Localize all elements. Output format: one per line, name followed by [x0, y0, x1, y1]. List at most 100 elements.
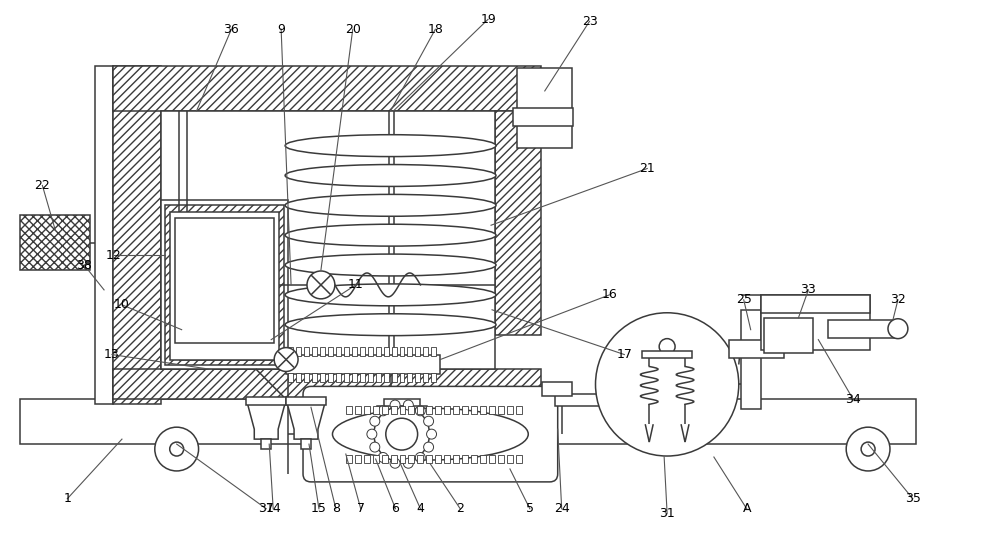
Text: 22: 22 — [35, 179, 50, 192]
Bar — [384, 346, 389, 355]
Circle shape — [155, 427, 199, 471]
Bar — [304, 373, 309, 382]
Bar — [373, 405, 379, 413]
Text: 14: 14 — [265, 502, 281, 515]
Bar — [288, 373, 293, 382]
Ellipse shape — [285, 164, 496, 186]
Circle shape — [415, 406, 425, 416]
Bar — [360, 373, 365, 382]
Bar — [364, 455, 370, 462]
Circle shape — [427, 429, 437, 439]
Text: 20: 20 — [345, 23, 361, 36]
Bar — [516, 405, 522, 413]
Bar — [391, 405, 397, 413]
Text: 38: 38 — [76, 258, 92, 272]
Bar — [408, 405, 414, 413]
Bar — [400, 346, 404, 355]
Bar — [382, 405, 388, 413]
Ellipse shape — [285, 224, 496, 246]
Circle shape — [659, 339, 675, 354]
Bar — [304, 346, 309, 355]
Text: 37: 37 — [258, 502, 274, 515]
Bar — [161, 200, 288, 369]
Bar — [431, 373, 436, 382]
Text: 33: 33 — [801, 284, 816, 296]
Text: 15: 15 — [311, 502, 327, 515]
Bar — [312, 346, 317, 355]
Bar — [453, 405, 459, 413]
Bar — [729, 339, 784, 358]
Bar — [498, 455, 504, 462]
Bar — [828, 320, 898, 338]
Bar — [764, 318, 813, 353]
Bar — [355, 405, 361, 413]
Text: 5: 5 — [526, 502, 534, 515]
Text: 32: 32 — [890, 293, 906, 306]
Text: 8: 8 — [332, 502, 340, 515]
Text: 2: 2 — [456, 502, 464, 515]
Bar — [480, 405, 486, 413]
Bar — [328, 373, 333, 382]
Bar — [513, 108, 573, 126]
Ellipse shape — [285, 135, 496, 157]
Bar — [400, 455, 405, 462]
Circle shape — [403, 400, 413, 410]
Bar — [95, 66, 113, 404]
Bar — [320, 373, 325, 382]
Text: 9: 9 — [277, 23, 285, 36]
Bar — [346, 405, 352, 413]
Text: 19: 19 — [480, 13, 496, 26]
Bar — [471, 455, 477, 462]
Bar — [352, 373, 357, 382]
Text: 21: 21 — [639, 162, 655, 175]
Bar — [376, 373, 381, 382]
Bar — [336, 373, 341, 382]
Bar — [301, 439, 311, 449]
Bar — [407, 373, 412, 382]
Circle shape — [307, 271, 335, 299]
Bar — [113, 66, 161, 404]
Bar — [426, 455, 432, 462]
Circle shape — [374, 407, 430, 462]
Circle shape — [274, 347, 298, 372]
Bar — [489, 455, 495, 462]
Bar — [407, 346, 412, 355]
Circle shape — [370, 416, 380, 426]
Bar — [516, 455, 522, 462]
Bar — [555, 394, 684, 407]
Bar — [288, 346, 293, 355]
Bar — [423, 346, 428, 355]
Text: 4: 4 — [416, 502, 424, 515]
Bar — [161, 111, 495, 369]
Circle shape — [378, 406, 388, 416]
Circle shape — [403, 458, 413, 468]
Bar — [392, 346, 397, 355]
Text: A: A — [742, 502, 751, 515]
Bar — [761, 295, 870, 313]
Bar — [741, 310, 761, 409]
Bar — [373, 455, 379, 462]
Ellipse shape — [332, 408, 528, 460]
Bar — [400, 405, 405, 413]
Circle shape — [386, 418, 418, 450]
Bar — [368, 346, 373, 355]
Text: 6: 6 — [392, 502, 399, 515]
Bar — [377, 407, 427, 416]
Bar — [360, 346, 365, 355]
Bar — [423, 373, 428, 382]
Text: 34: 34 — [845, 393, 861, 406]
Bar — [761, 295, 870, 350]
Bar — [336, 346, 341, 355]
Bar — [382, 455, 388, 462]
Circle shape — [888, 319, 908, 339]
Bar — [376, 346, 381, 355]
FancyBboxPatch shape — [303, 387, 558, 482]
Bar — [328, 346, 333, 355]
Bar — [400, 373, 404, 382]
Circle shape — [378, 453, 388, 462]
Circle shape — [370, 442, 380, 452]
Bar — [364, 405, 370, 413]
Bar — [542, 382, 572, 396]
Bar — [344, 373, 349, 382]
Bar — [113, 369, 541, 400]
